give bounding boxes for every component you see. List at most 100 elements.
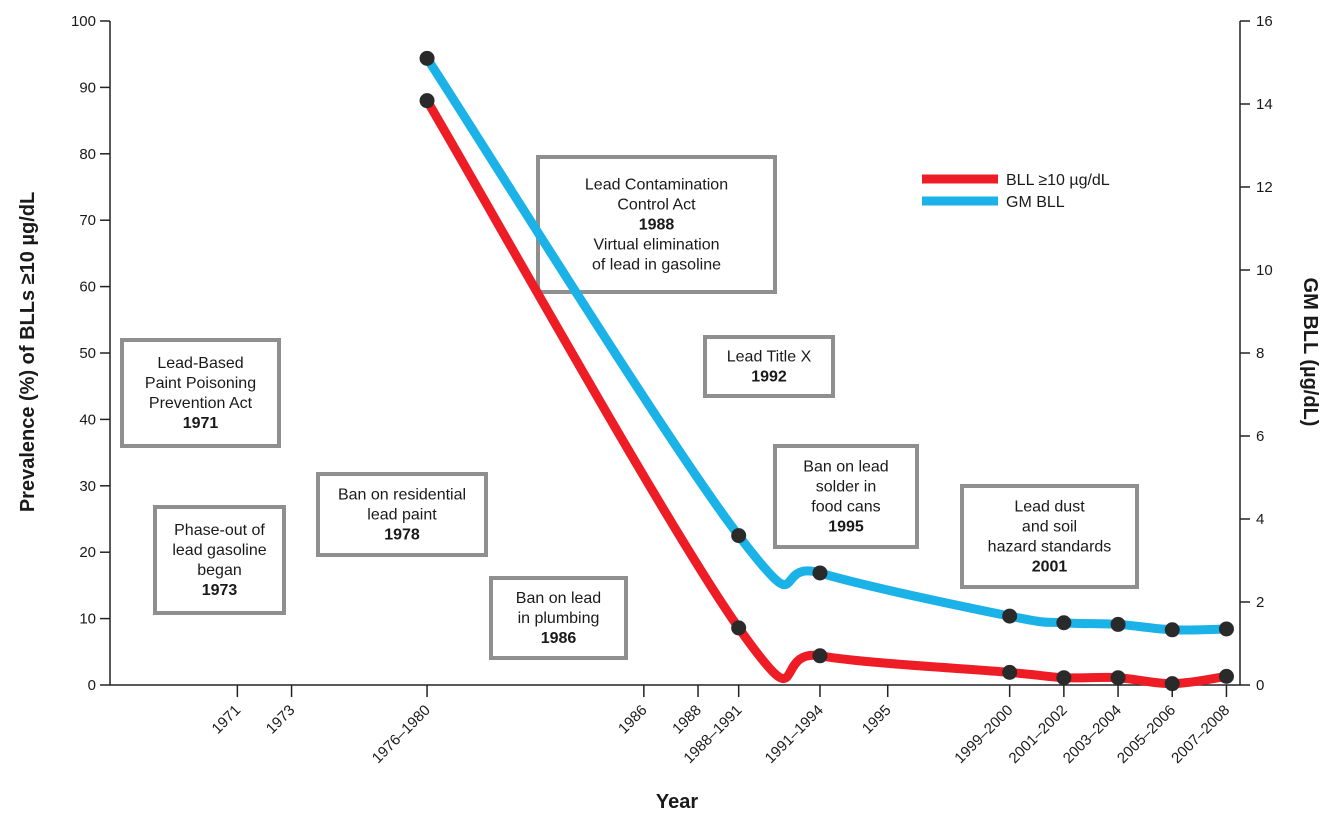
annotation-year: 1971 xyxy=(183,415,219,432)
data-point xyxy=(1056,615,1072,631)
annotation-year: 1973 xyxy=(202,582,238,599)
x-tick-label: 1991–1994 xyxy=(762,702,827,767)
annotation-year: 1992 xyxy=(751,369,787,386)
annotation-box: Lead Title X 1992 xyxy=(703,335,835,398)
data-point xyxy=(812,565,828,581)
annotation-line: began xyxy=(197,562,242,579)
annotation-line: Prevention Act xyxy=(149,395,253,412)
y-left-tick-label: 20 xyxy=(79,544,96,561)
annotation-line: Lead Title X xyxy=(727,349,812,366)
data-point xyxy=(1218,621,1234,637)
annotation-frame xyxy=(536,155,777,294)
series-line xyxy=(422,53,1231,635)
x-axis-title: Year xyxy=(656,791,698,813)
annotation-line: Virtual elimination xyxy=(594,237,720,254)
annotation-year: 2001 xyxy=(1032,559,1068,576)
x-tick-label: 1995 xyxy=(859,702,895,738)
annotation-frame xyxy=(773,444,919,549)
y-right-tick-label: 4 xyxy=(1256,511,1264,528)
annotation-line: in plumbing xyxy=(518,610,600,627)
x-tick-label: 1971 xyxy=(209,702,245,738)
y-axis-title-right: GM BLL (µg/dL) xyxy=(1299,278,1321,427)
annotation-frame xyxy=(316,472,488,557)
y-left-tick-label: 30 xyxy=(79,478,96,495)
annotation-year: 1995 xyxy=(828,519,864,536)
annotation-box: Lead dust and soil hazard standards 2001 xyxy=(960,484,1139,589)
data-point xyxy=(1002,608,1018,624)
annotation-line: hazard standards xyxy=(988,539,1112,556)
annotation-line: Ban on lead xyxy=(803,459,888,476)
data-point xyxy=(1218,668,1234,684)
y-left-tick-label: 50 xyxy=(79,345,96,362)
annotation-line: food cans xyxy=(811,499,880,516)
annotation-line: Ban on residential xyxy=(338,487,466,504)
x-tick-label: 1976–1980 xyxy=(369,702,434,767)
series xyxy=(419,50,1234,692)
annotation-year: 1986 xyxy=(541,630,577,647)
annotation-line: Paint Poisoning xyxy=(145,375,256,392)
annotation-box: Ban on lead solder in food cans 1995 xyxy=(773,444,919,549)
annotation-line: Ban on lead xyxy=(516,590,601,607)
x-tick-label: 1973 xyxy=(263,702,299,738)
annotations: Lead-Based Paint Poisoning Prevention Act 1… xyxy=(120,155,1139,660)
data-point xyxy=(1002,664,1018,680)
data-point xyxy=(1164,676,1180,692)
annotation-line: lead gasoline xyxy=(172,542,266,559)
data-point xyxy=(419,50,435,66)
legend-label: GM BLL xyxy=(1006,194,1065,211)
y-left-tick-label: 60 xyxy=(79,279,96,296)
data-point xyxy=(1164,622,1180,638)
x-tick-label: 2007–2008 xyxy=(1168,702,1233,767)
series-line xyxy=(422,96,1231,689)
y-right-tick-label: 0 xyxy=(1256,677,1264,694)
y-right-tick-label: 8 xyxy=(1256,345,1264,362)
data-point xyxy=(1110,616,1126,632)
annotation-line: and soil xyxy=(1022,519,1077,536)
y-right-tick-label: 16 xyxy=(1256,13,1273,30)
y-left-tick-label: 40 xyxy=(79,411,96,428)
x-tick-label: 1986 xyxy=(615,702,651,738)
annotation-frame xyxy=(120,338,281,448)
y-right-tick-label: 10 xyxy=(1256,262,1273,279)
y-axis-title-left: Prevalence (%) of BLLs ≥10 µg/dL xyxy=(17,192,39,512)
annotation-line: Lead-Based xyxy=(157,355,243,372)
legend: BLL ≥10 µg/dL GM BLL xyxy=(922,172,1110,211)
x-tick-label: 1988 xyxy=(669,702,705,738)
data-point xyxy=(419,93,435,109)
y-left-tick-label: 0 xyxy=(88,677,96,694)
data-point xyxy=(731,620,747,636)
data-point xyxy=(1056,670,1072,686)
y-left-tick-label: 100 xyxy=(71,13,96,30)
annotation-line: lead paint xyxy=(367,507,437,524)
annotation-frame xyxy=(960,484,1139,589)
annotation-line: Lead Contamination xyxy=(585,177,728,194)
annotation-frame xyxy=(489,576,628,660)
annotation-year: 1978 xyxy=(384,527,420,544)
annotation-box: Ban on residential lead paint 1978 xyxy=(316,472,488,557)
annotation-box: Lead-Based Paint Poisoning Prevention Act 1… xyxy=(120,338,281,448)
y-right-tick-label: 6 xyxy=(1256,428,1264,445)
y-left-tick-label: 90 xyxy=(79,79,96,96)
annotation-line: Lead dust xyxy=(1014,499,1085,516)
y-left-tick-label: 80 xyxy=(79,146,96,163)
annotation-line: of lead in gasoline xyxy=(592,257,721,274)
annotation-year: 1988 xyxy=(639,217,675,234)
data-point xyxy=(1110,670,1126,686)
y-left-tick-label: 70 xyxy=(79,212,96,229)
annotation-line: Phase-out of xyxy=(174,522,265,539)
data-point xyxy=(812,648,828,664)
annotation-frame xyxy=(153,505,286,615)
annotation-frame xyxy=(703,335,835,398)
y-right-tick-label: 14 xyxy=(1256,96,1273,113)
legend-label: BLL ≥10 µg/dL xyxy=(1006,172,1110,189)
annotation-line: Control Act xyxy=(617,197,696,214)
annotation-box: Ban on lead in plumbing 1986 xyxy=(489,576,628,660)
annotation-box: Phase-out of lead gasoline began 1973 xyxy=(153,505,286,615)
annotation-box: Lead Contamination Control Act 1988 Virtual… xyxy=(536,155,777,294)
y-left-tick-label: 10 xyxy=(79,611,96,628)
y-right-tick-label: 12 xyxy=(1256,179,1273,196)
y-right-tick-label: 2 xyxy=(1256,594,1264,611)
annotation-line: solder in xyxy=(816,479,876,496)
data-point xyxy=(731,528,747,544)
